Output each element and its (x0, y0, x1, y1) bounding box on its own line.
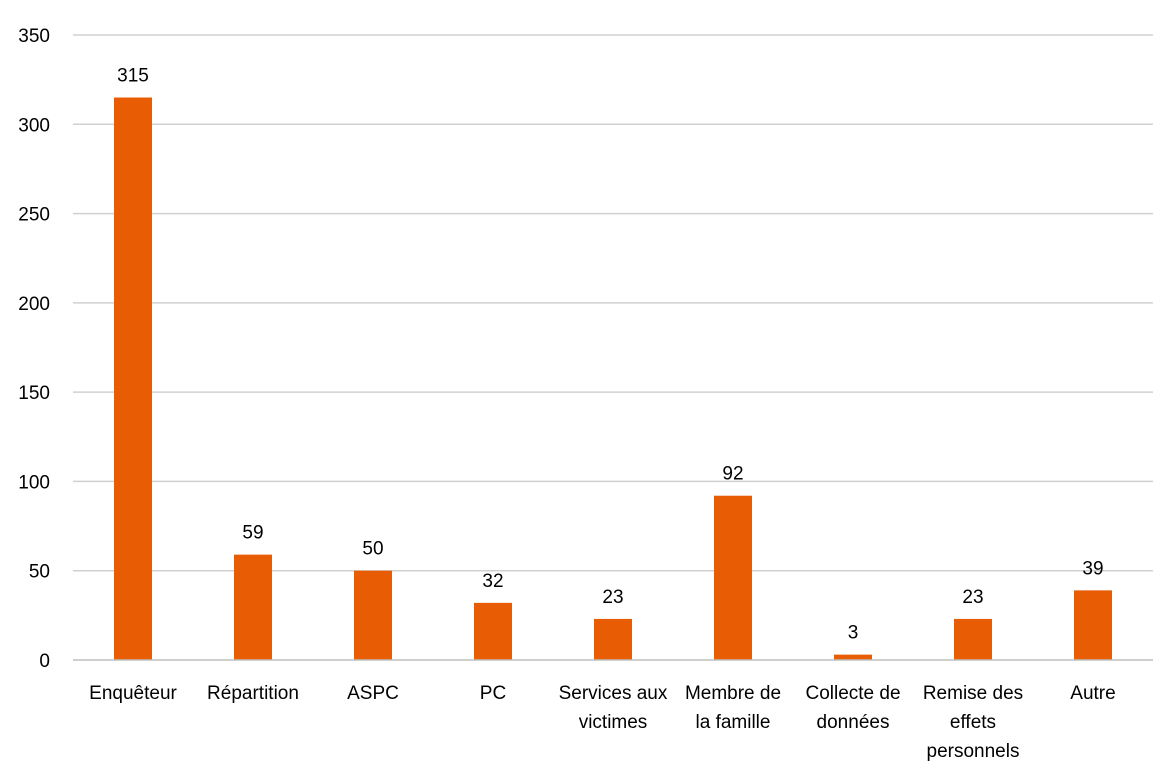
bar (474, 602, 512, 660)
x-axis: Enquêteur Répartition ASPC PC Services aux vi… (73, 659, 1153, 762)
y-tick-label: 50 (29, 562, 50, 583)
y-tick-label: 150 (18, 383, 50, 404)
y-tick-label: 100 (18, 472, 50, 493)
x-category-label: Remise des (923, 683, 1023, 704)
data-label: 315 (117, 66, 149, 87)
data-label: 23 (602, 587, 623, 608)
y-tick-label: 200 (18, 294, 50, 315)
gridlines (73, 34, 1153, 572)
x-category-label: Autre (1070, 683, 1115, 704)
bar (114, 97, 152, 660)
y-axis: 0 50 100 150 200 250 300 350 (18, 26, 50, 672)
bar (594, 618, 632, 660)
bars: 315 59 50 32 23 92 3 23 39 (114, 66, 1112, 660)
x-category-label: effets (950, 712, 996, 733)
x-category-label: victimes (579, 712, 648, 733)
bar (234, 554, 272, 660)
x-category-label: ASPC (347, 683, 399, 704)
x-category-label: Répartition (207, 683, 299, 704)
data-label: 32 (482, 571, 503, 592)
y-tick-label: 350 (18, 26, 50, 47)
data-label: 39 (1082, 558, 1103, 579)
x-category-label: données (817, 712, 890, 733)
x-category-label: PC (480, 683, 506, 704)
x-category-label: Membre de (685, 683, 781, 704)
x-category-label: la famille (696, 712, 771, 733)
x-category-label: Collecte de (805, 683, 900, 704)
y-tick-label: 250 (18, 205, 50, 226)
data-label: 23 (962, 587, 983, 608)
data-label: 92 (722, 464, 743, 485)
bar (354, 570, 392, 660)
bar (714, 495, 752, 660)
bar (1074, 590, 1112, 660)
bar (954, 618, 992, 660)
x-category-label: personnels (927, 741, 1020, 762)
data-label: 50 (362, 539, 383, 560)
x-category-label: Enquêteur (89, 683, 177, 704)
bar (834, 654, 872, 660)
y-tick-label: 0 (39, 651, 50, 672)
data-label: 59 (242, 523, 263, 544)
data-label: 3 (848, 623, 859, 644)
y-tick-label: 300 (18, 115, 50, 136)
x-category-label: Services aux (559, 683, 668, 704)
